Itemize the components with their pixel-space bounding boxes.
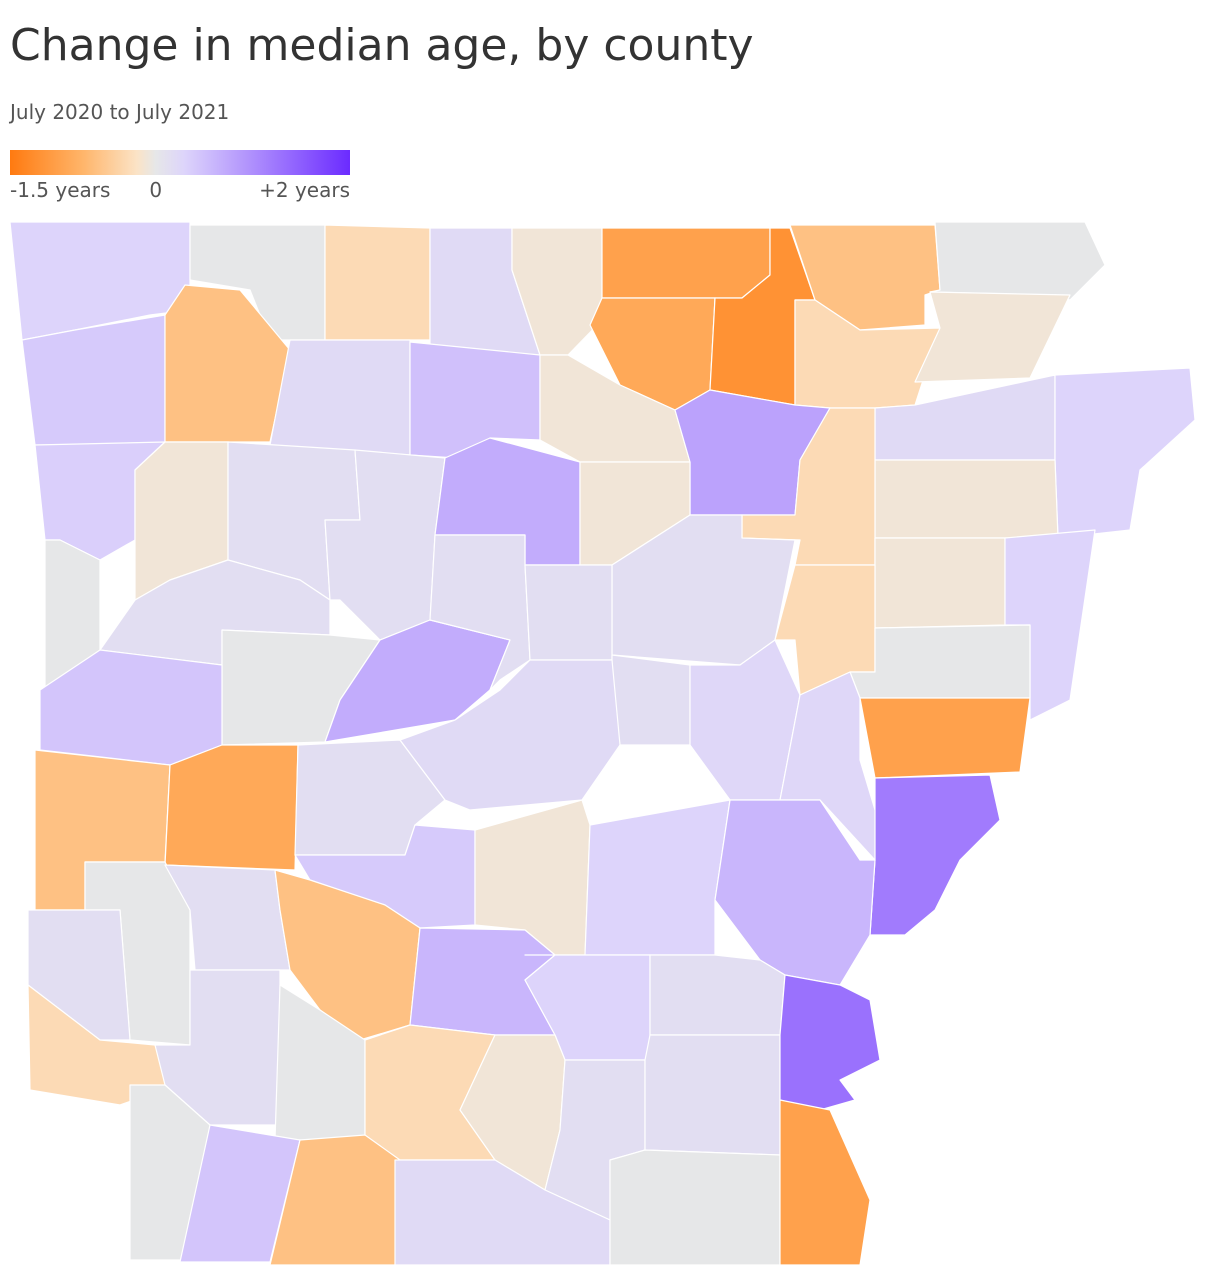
county [611,514,796,666]
county [179,1124,301,1263]
county [929,221,1106,301]
county [164,744,299,871]
county [849,624,1031,699]
county [44,539,101,691]
county [869,774,1001,936]
county [779,974,881,1111]
legend-tick-label: 0 [149,178,162,202]
county [689,639,801,801]
county [27,909,131,1041]
county [649,954,786,1036]
legend-bar [10,150,350,175]
county [1054,367,1196,539]
county [644,1034,781,1156]
chart-subtitle: July 2020 to July 2021 [8,100,229,124]
county [609,1149,781,1266]
county [524,564,613,661]
county [914,291,1071,383]
county [324,224,431,341]
county [874,537,1006,629]
county-map [9,221,1196,1266]
county [269,339,411,456]
county [874,459,1059,539]
county [779,1099,871,1266]
county [601,227,771,299]
legend-tick-label: -1.5 years [10,178,110,202]
legend: -1.5 years 0 +2 years [10,150,350,202]
county [714,799,876,986]
county [399,659,621,811]
county [409,341,541,461]
county [584,799,731,956]
county [859,697,1031,779]
legend-tick-label: +2 years [259,178,350,202]
chart-title: Change in median age, by county [10,20,754,71]
county [611,654,691,746]
county [274,869,421,1041]
